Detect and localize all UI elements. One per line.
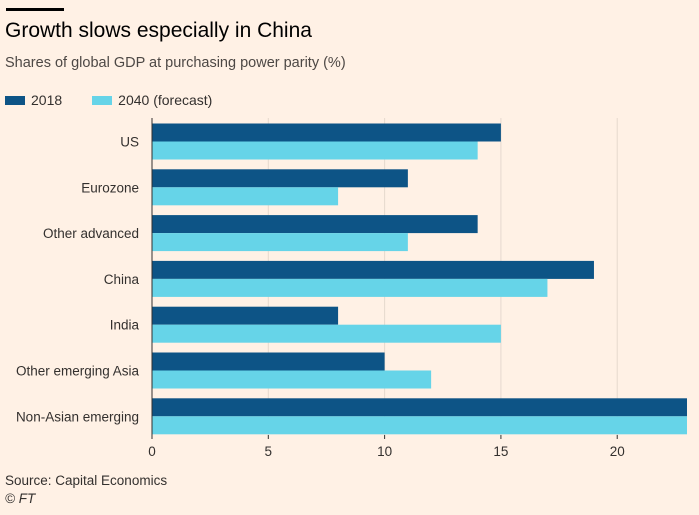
category-label-other-emerging-asia: Other emerging Asia <box>16 364 140 379</box>
category-label-other-advanced: Other advanced <box>43 226 139 241</box>
legend-item-2040: 2040 (forecast) <box>92 92 212 108</box>
title-accent-bar <box>6 8 64 11</box>
legend-item-2018: 2018 <box>5 92 62 108</box>
legend-label-2018: 2018 <box>31 92 63 108</box>
chart-title: Growth slows especially in China <box>5 19 312 42</box>
source-note: Source: Capital Economics <box>5 473 168 488</box>
category-label-us: US <box>120 135 139 150</box>
x-tick-label-20: 20 <box>610 444 625 459</box>
bar-eurozone-2040 <box>152 187 339 206</box>
bar-non-asian-emerging-2018 <box>152 398 687 417</box>
category-label-china: China <box>104 272 140 287</box>
bar-us-2018 <box>152 123 501 142</box>
bar-china-2040 <box>152 278 548 297</box>
category-label-eurozone: Eurozone <box>81 180 139 195</box>
bar-us-2040 <box>152 141 478 160</box>
x-tick-label-10: 10 <box>377 444 392 459</box>
legend-swatch-2040 <box>92 95 113 105</box>
chart-subtitle: Shares of global GDP at purchasing power… <box>5 55 346 71</box>
bar-other-emerging-asia-2018 <box>152 352 385 371</box>
x-tick-label-5: 5 <box>265 444 273 459</box>
bar-other-advanced-2018 <box>152 215 478 234</box>
legend: 2018 2040 (forecast) <box>5 90 242 110</box>
x-tick-label-0: 0 <box>148 444 156 459</box>
bar-china-2018 <box>152 260 594 279</box>
category-label-non-asian-emerging: Non-Asian emerging <box>16 409 139 424</box>
bar-chart: 0 5 10 15 20 US Eurozone Other advanced China Ind… <box>16 118 687 459</box>
legend-swatch-2018 <box>5 95 25 105</box>
bar-other-advanced-2040 <box>152 233 408 252</box>
bar-non-asian-emerging-2040 <box>152 416 687 435</box>
bar-other-emerging-asia-2040 <box>152 370 432 389</box>
legend-label-2040: 2040 (forecast) <box>118 92 213 108</box>
category-label-india: India <box>110 318 140 333</box>
bar-eurozone-2018 <box>152 169 408 188</box>
x-tick-label-15: 15 <box>493 444 508 459</box>
bar-india-2018 <box>152 306 339 325</box>
copyright-note: © FT <box>5 491 36 506</box>
bar-india-2040 <box>152 324 501 343</box>
